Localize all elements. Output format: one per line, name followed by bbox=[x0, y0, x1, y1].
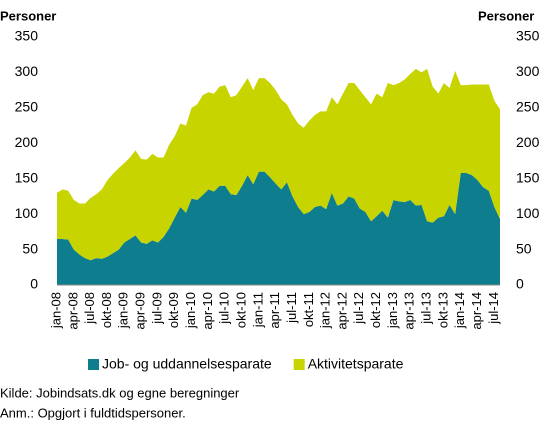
y2-tick-label: 100 bbox=[516, 205, 540, 221]
x-tick-label: jul-09 bbox=[149, 292, 164, 325]
x-tick-label: jul-08 bbox=[82, 292, 97, 325]
x-tick-label: jan-09 bbox=[116, 292, 131, 329]
x-tick-label: jul-12 bbox=[351, 292, 366, 325]
x-tick-label: apr-12 bbox=[334, 292, 349, 330]
legend-label: Job- og uddannelsesparate bbox=[102, 356, 272, 372]
x-tick-label: apr-09 bbox=[133, 292, 148, 330]
y2-tick-label: 50 bbox=[516, 240, 532, 256]
legend-label: Aktivitetsparate bbox=[308, 356, 404, 372]
area bbox=[57, 68, 500, 261]
area bbox=[57, 171, 500, 285]
x-tick-label: jul-14 bbox=[486, 292, 501, 325]
y-tick-label: 250 bbox=[15, 99, 39, 115]
x-tick-label: jan-10 bbox=[183, 292, 198, 329]
y2-tick-label: 0 bbox=[516, 276, 524, 292]
x-tick-label: jan-12 bbox=[318, 292, 333, 329]
x-tick-label: jan-13 bbox=[385, 292, 400, 329]
y2-tick-label: 250 bbox=[516, 99, 540, 115]
y-tick-label: 50 bbox=[22, 240, 38, 256]
y2-tick-label: 300 bbox=[516, 63, 540, 79]
x-tick-label: okt-12 bbox=[368, 292, 383, 328]
y2-tick-label: 200 bbox=[516, 134, 540, 150]
y-tick-label: 200 bbox=[15, 134, 39, 150]
legend-swatch bbox=[88, 359, 99, 370]
y-tick-label: 350 bbox=[15, 28, 39, 44]
x-tick-label: okt-13 bbox=[435, 292, 450, 328]
x-tick-label: apr-10 bbox=[200, 292, 215, 330]
y-tick-label: 0 bbox=[30, 276, 38, 292]
note: Anm.: Opgjort i fuldtidspersoner. bbox=[0, 405, 186, 420]
x-tick-label: apr-11 bbox=[267, 292, 282, 329]
x-tick-label: okt-10 bbox=[233, 292, 248, 328]
x-tick-label: jan-08 bbox=[48, 292, 63, 329]
y-tick-label: 100 bbox=[15, 205, 39, 221]
x-tick-label: jul-13 bbox=[419, 292, 434, 325]
y-axis-label: Personer bbox=[0, 8, 56, 23]
x-tick-label: apr-14 bbox=[469, 292, 484, 330]
x-tick-label: okt-09 bbox=[166, 292, 181, 328]
legend-swatch bbox=[293, 359, 305, 370]
y-tick-label: 300 bbox=[15, 63, 39, 79]
x-tick-label: jul-11 bbox=[284, 292, 299, 324]
y-tick-label: 150 bbox=[15, 169, 39, 185]
y2-axis-label: Personer bbox=[478, 8, 534, 23]
x-tick-label: jan-11 bbox=[250, 292, 265, 328]
x-tick-label: apr-08 bbox=[65, 292, 80, 330]
x-tick-label: okt-11 bbox=[301, 292, 316, 327]
source: Kilde: Jobindsats.dk og egne beregninger bbox=[0, 385, 240, 400]
x-tick-label: apr-13 bbox=[402, 292, 417, 330]
x-tick-label: jul-10 bbox=[217, 292, 232, 325]
y2-tick-label: 150 bbox=[516, 169, 540, 185]
y2-tick-label: 350 bbox=[516, 28, 540, 44]
x-tick-label: okt-08 bbox=[99, 292, 114, 328]
x-tick-label: jan-14 bbox=[452, 292, 467, 329]
